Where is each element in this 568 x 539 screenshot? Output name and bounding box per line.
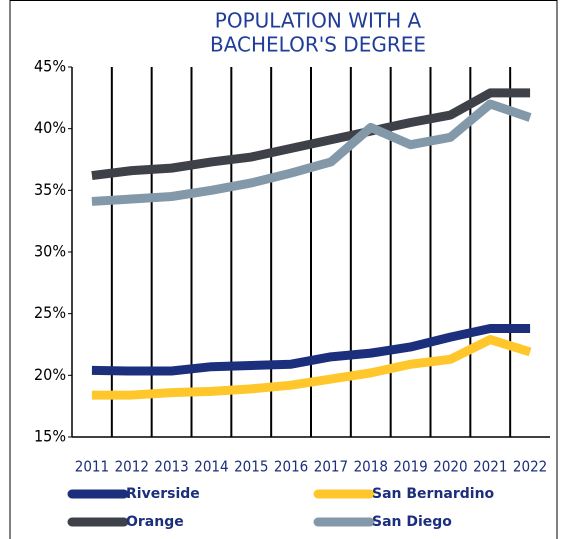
chart-title: BACHELOR'S DEGREE (210, 33, 426, 57)
y-tick-label: 40% (34, 118, 66, 137)
chart-frame (9, 0, 558, 539)
x-tick-label: 2019 (393, 458, 427, 476)
x-tick-label: 2022 (513, 458, 547, 476)
x-tick-label: 2016 (274, 458, 308, 476)
y-tick-label: 35% (34, 180, 66, 199)
y-tick-label: 15% (34, 427, 66, 446)
x-tick-label: 2015 (234, 458, 268, 476)
chart-title: POPULATION WITH A (215, 9, 422, 33)
legend-label: San Bernardino (372, 486, 495, 502)
x-tick-label: 2013 (154, 458, 188, 476)
legend-label: Riverside (126, 486, 200, 502)
series-line (91, 335, 532, 400)
x-tick-label: 2020 (433, 458, 467, 476)
y-tick-label: 45% (34, 57, 66, 76)
x-tick-label: 2021 (473, 458, 507, 476)
legend-label: Orange (126, 514, 184, 530)
x-tick-label: 2017 (314, 458, 348, 476)
y-tick-label: 20% (34, 365, 66, 384)
series-line (91, 323, 531, 376)
x-tick-label: 2012 (115, 458, 149, 476)
series-line (91, 99, 532, 206)
y-tick-label: 30% (34, 242, 66, 261)
legend-label: San Diego (372, 514, 452, 530)
series-line (91, 88, 531, 180)
x-tick-label: 2014 (194, 458, 228, 476)
x-tick-label: 2018 (354, 458, 388, 476)
y-tick-label: 25% (34, 303, 66, 322)
x-tick-label: 2011 (75, 458, 109, 476)
